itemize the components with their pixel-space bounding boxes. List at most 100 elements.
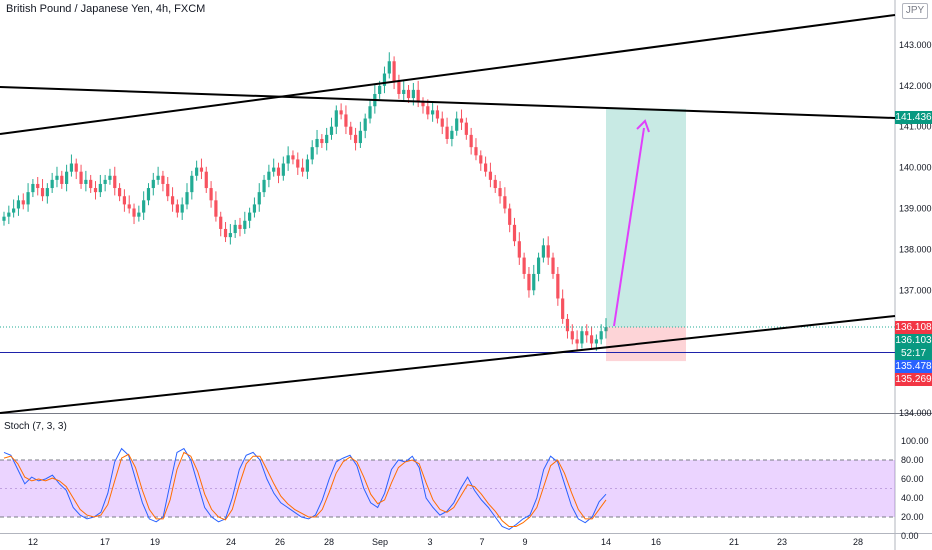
time-tick-label: 26 <box>275 537 285 547</box>
candle-body <box>455 118 459 131</box>
stoch-title: Stoch (7, 3, 3) <box>4 421 67 432</box>
candle-body <box>286 155 290 164</box>
candle-body <box>469 134 473 148</box>
candle-body <box>31 183 35 193</box>
candle-body <box>585 331 589 336</box>
candle-body <box>209 188 213 201</box>
candle-body <box>565 318 570 332</box>
candle-body <box>7 212 11 217</box>
last-price-label-red: 136.108 <box>895 321 932 334</box>
candle-body <box>378 85 382 94</box>
candle-body <box>267 171 271 180</box>
stoch-tick-label: 40.00 <box>901 493 924 503</box>
loss-zone <box>606 326 686 362</box>
candle-body <box>512 224 517 242</box>
candle-body <box>406 89 411 99</box>
candle-body <box>527 273 531 291</box>
candle-body <box>40 188 45 197</box>
candle-body <box>599 331 603 340</box>
candle-body <box>474 147 478 156</box>
upper-channel-trendline <box>0 14 896 135</box>
price-tick-label: 143.000 <box>899 40 932 50</box>
time-tick-label: 19 <box>150 537 160 547</box>
stoch-line-d <box>3 451 607 527</box>
stoch-tick-label: 20.00 <box>901 512 924 522</box>
candle-body <box>397 81 401 94</box>
candle-body <box>291 155 295 160</box>
candle-body <box>60 175 64 184</box>
candle-body <box>180 204 184 213</box>
candle-body <box>84 179 88 184</box>
candle-body <box>74 163 78 172</box>
candle-body <box>416 89 420 103</box>
currency-button[interactable]: JPY <box>902 3 928 19</box>
candle-body <box>79 171 83 184</box>
support-trendline <box>0 315 896 414</box>
target-price-label: 141.436 <box>895 111 932 124</box>
stop-price-label: 135.269 <box>895 373 932 386</box>
candle-body <box>464 122 468 135</box>
candle-body <box>339 110 343 115</box>
candle-body <box>421 102 425 107</box>
candle-body <box>334 110 338 127</box>
candle-body <box>551 257 555 274</box>
time-tick-label: 14 <box>601 537 611 547</box>
candlestick-series <box>2 52 608 351</box>
candle-body <box>55 175 59 180</box>
candle-body <box>12 208 16 213</box>
candle-body <box>243 220 247 229</box>
candle-body <box>541 245 545 258</box>
candle-body <box>137 212 141 217</box>
candle-body <box>532 273 536 291</box>
time-tick-label: 28 <box>853 537 863 547</box>
candle-body <box>257 192 261 205</box>
last-price-label-green: 136.103 <box>895 334 932 347</box>
time-tick-label: Sep <box>372 537 388 547</box>
candle-body <box>281 163 285 176</box>
time-tick-label: 9 <box>522 537 527 547</box>
candle-body <box>26 192 30 205</box>
stoch-series <box>3 447 607 530</box>
candle-body <box>329 126 334 135</box>
candle-body <box>296 159 300 168</box>
price-tick-label: 138.000 <box>899 244 932 254</box>
time-tick-label: 3 <box>427 537 432 547</box>
candle-body <box>98 183 102 193</box>
candle-body <box>113 175 117 189</box>
candle-body <box>517 241 521 258</box>
candle-body <box>166 183 170 197</box>
candle-body <box>69 163 74 172</box>
candle-body <box>387 61 391 74</box>
price-tick-label: 140.000 <box>899 163 932 173</box>
candle-body <box>450 130 454 139</box>
candle-body <box>117 188 122 197</box>
time-tick-label: 28 <box>324 537 334 547</box>
candle-body <box>498 188 502 197</box>
candle-body <box>93 188 98 193</box>
candle-body <box>214 200 218 217</box>
candle-body <box>132 208 136 217</box>
candle-body <box>161 175 165 184</box>
candle-body <box>556 273 560 299</box>
candle-body <box>402 89 406 94</box>
candle-body <box>488 171 493 180</box>
stoch-grid <box>0 459 895 518</box>
candle-body <box>185 192 189 205</box>
time-axis: 12 17 19 24 26 28 Sep 3 7 9 14 16 21 23 28 <box>28 537 863 547</box>
price-tick-label: 134.000 <box>899 408 932 418</box>
price-tick-label: 141.000 <box>899 122 932 132</box>
candle-body <box>325 134 329 144</box>
stoch-tick-label: 100.00 <box>901 436 929 446</box>
price-tick-label: 137.000 <box>899 285 932 295</box>
time-tick-label: 7 <box>479 537 484 547</box>
chart-title: British Pound / Japanese Yen, 4h, FXCM <box>6 3 206 15</box>
stoch-tick-label: 0.00 <box>901 531 919 541</box>
candle-body <box>142 200 146 213</box>
candle-body <box>353 134 358 144</box>
candle-body <box>310 147 314 160</box>
stoch-line-k <box>3 447 607 530</box>
candle-body <box>21 200 25 205</box>
candle-body <box>122 196 126 205</box>
